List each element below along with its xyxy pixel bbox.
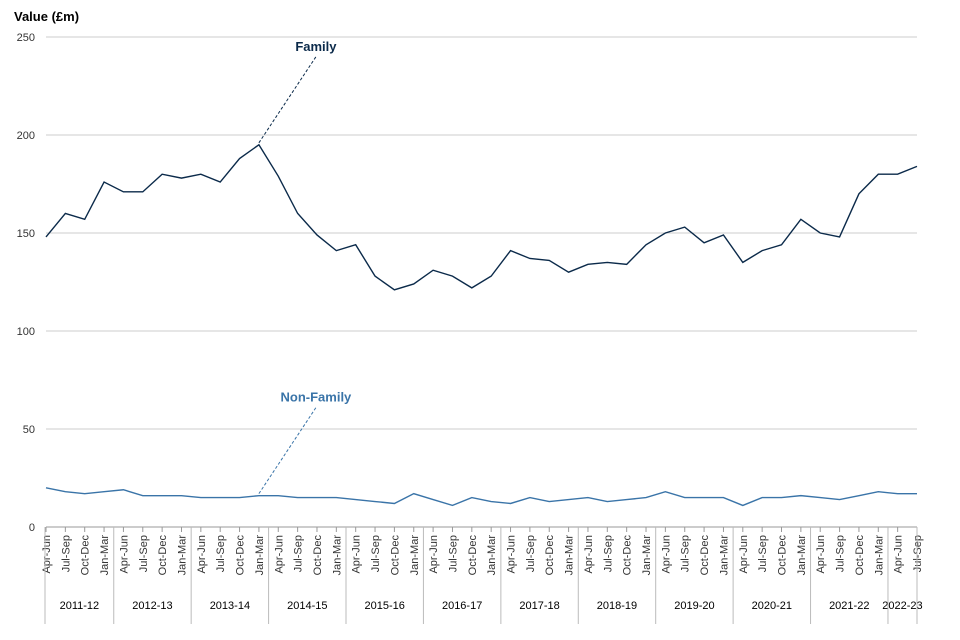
series-label-family: Family [295,39,337,54]
year-group-label: 2021-22 [829,600,869,612]
year-group-label: 2022-23 [882,600,922,612]
series-line-family [45,143,918,291]
year-group-label: 2015-16 [365,600,405,612]
annotation-leader [258,407,317,494]
x-tick-label: Apr-Jun [893,535,905,574]
x-tick-label: Jan-Mar [718,535,730,576]
x-tick-label: Apr-Jun [41,535,53,574]
x-tick-label: Jan-Mar [99,535,111,576]
series-line-non-family [45,487,917,507]
x-tick-label: Oct-Dec [622,535,634,576]
year-group-label: 2018-19 [597,600,637,612]
x-tick-label: Apr-Jun [273,535,285,574]
x-tick-label: Oct-Dec [854,535,866,576]
x-tick-label: Jan-Mar [254,535,266,576]
series-annotations: Family Non-Family [258,39,353,494]
y-axis-label: Value (£m) [14,9,79,24]
y-tick-label: 250 [17,32,35,44]
x-tick-label: Apr-Jun [660,535,672,574]
x-tick-label: Jul-Sep [60,535,72,572]
x-tick-label: Jan-Mar [564,535,576,576]
year-group-label: 2014-15 [287,600,327,612]
x-tick-label: Oct-Dec [312,535,324,576]
x-tick-label: Apr-Jun [506,535,518,574]
x-tick-label: Jul-Sep [138,535,150,572]
x-tick-label: Apr-Jun [738,535,750,574]
x-tick-label: Apr-Jun [196,535,208,574]
year-group-label: 2017-18 [519,600,559,612]
x-tick-label: Oct-Dec [389,535,401,576]
x-tick-label: Jul-Sep [447,535,459,572]
x-tick-label: Apr-Jun [351,535,363,574]
year-group-label: 2012-13 [132,600,172,612]
year-group-label: 2019-20 [674,600,714,612]
series-lines [45,143,918,507]
year-group-label: 2020-21 [752,600,792,612]
y-tick-label: 150 [17,228,35,240]
x-tick-label: Oct-Dec [467,535,479,576]
x-tick-label: Oct-Dec [80,535,92,576]
y-axis-ticks: 0 50 100 150 200 250 [17,32,35,534]
year-group-label: 2013-14 [210,600,250,612]
x-tick-label: Apr-Jun [815,535,827,574]
x-axis: Apr-Jun Jul-Sep Oct-Dec Jan-Mar Apr-Jun Jul-S… [41,527,924,624]
series-label-non-family: Non-Family [281,390,353,405]
x-tick-label: Jan-Mar [409,535,421,576]
year-group-label: 2016-17 [442,600,482,612]
x-tick-label: Jan-Mar [796,535,808,576]
x-tick-label: Oct-Dec [157,535,169,576]
x-tick-label: Jan-Mar [641,535,653,576]
x-tick-label: Apr-Jun [428,535,440,574]
y-tick-label: 200 [17,130,35,142]
y-tick-label: 100 [17,326,35,338]
annotation-leader [258,56,317,144]
gridlines [46,36,917,528]
x-tick-label: Jul-Sep [912,535,924,572]
x-tick-label: Jan-Mar [486,535,498,576]
x-tick-label: Jul-Sep [602,535,614,572]
x-tick-label: Jul-Sep [293,535,305,572]
x-tick-label: Oct-Dec [777,535,789,576]
x-tick-label: Jul-Sep [370,535,382,572]
x-tick-label: Jan-Mar [331,535,343,576]
x-tick-label: Oct-Dec [699,535,711,576]
year-group-label: 2011-12 [60,600,100,612]
y-tick-label: 0 [29,522,35,534]
x-tick-label: Jul-Sep [525,535,537,572]
x-tick-label: Jul-Sep [757,535,769,572]
x-tick-label: Oct-Dec [235,535,247,576]
x-tick-label: Apr-Jun [583,535,595,574]
y-tick-label: 50 [23,424,35,436]
x-tick-label: Jul-Sep [835,535,847,572]
x-tick-label: Jul-Sep [215,535,227,572]
x-tick-label: Apr-Jun [118,535,130,574]
x-tick-label: Oct-Dec [544,535,556,576]
x-tick-label: Jan-Mar [176,535,188,576]
x-tick-label: Jan-Mar [873,535,885,576]
x-tick-label: Jul-Sep [680,535,692,572]
